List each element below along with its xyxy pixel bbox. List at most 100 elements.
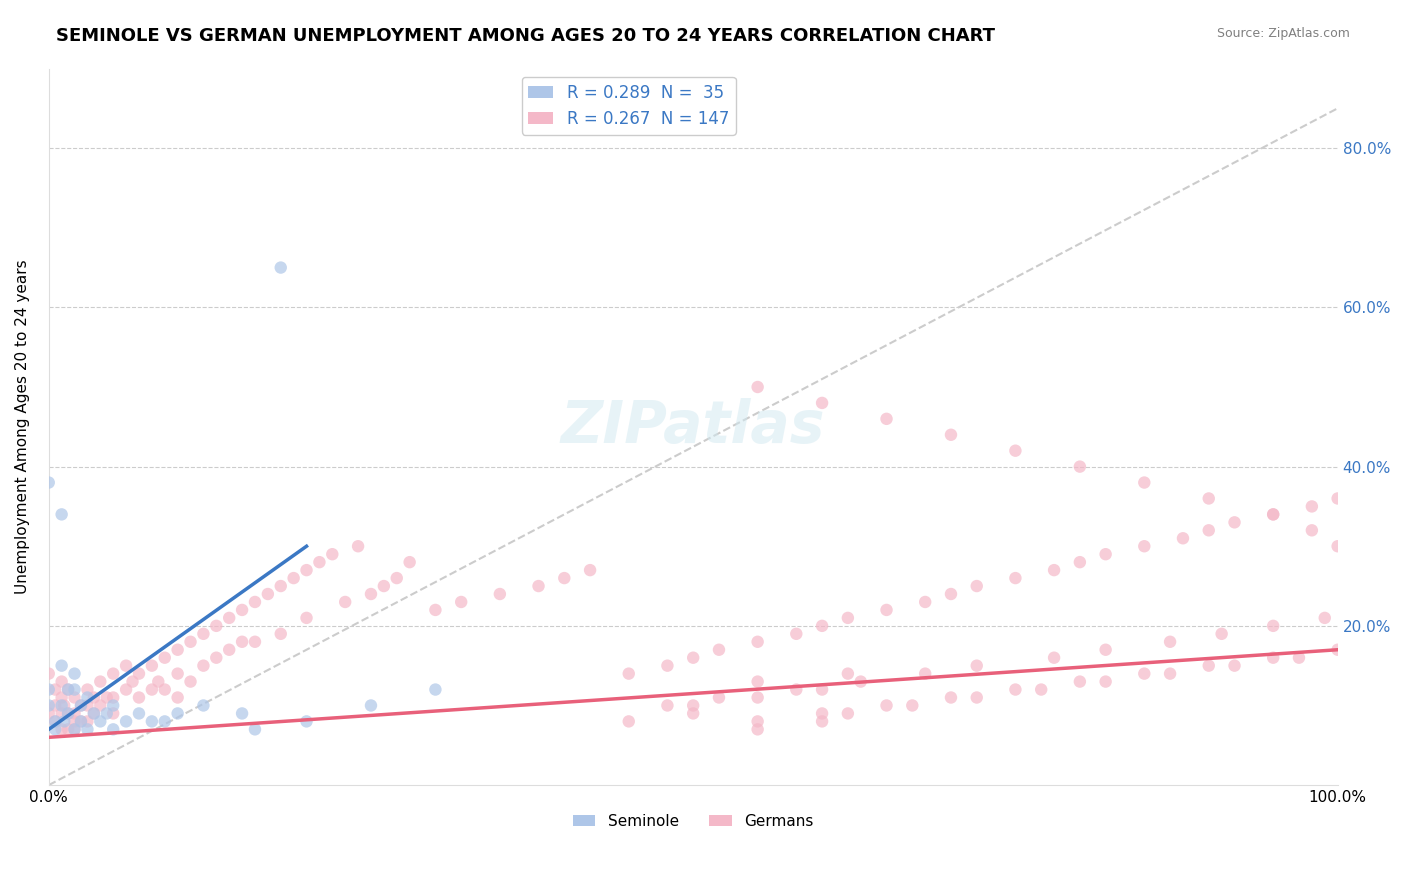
- Point: [231, 634, 253, 648]
- Point: [231, 603, 253, 617]
- Point: [1043, 563, 1066, 577]
- Point: [1069, 555, 1091, 569]
- Point: [1313, 611, 1336, 625]
- Point: [657, 658, 679, 673]
- Point: [876, 698, 898, 713]
- Point: [901, 698, 924, 713]
- Point: [579, 563, 602, 577]
- Point: [63, 714, 86, 729]
- Point: [76, 714, 98, 729]
- Point: [1133, 539, 1156, 553]
- Text: SEMINOLE VS GERMAN UNEMPLOYMENT AMONG AGES 20 TO 24 YEARS CORRELATION CHART: SEMINOLE VS GERMAN UNEMPLOYMENT AMONG AG…: [56, 27, 995, 45]
- Point: [153, 682, 176, 697]
- Point: [83, 690, 105, 705]
- Point: [617, 666, 640, 681]
- Point: [747, 714, 769, 729]
- Point: [876, 412, 898, 426]
- Point: [63, 706, 86, 721]
- Point: [527, 579, 550, 593]
- Point: [205, 650, 228, 665]
- Point: [837, 611, 859, 625]
- Point: [1094, 674, 1116, 689]
- Point: [617, 714, 640, 729]
- Text: Source: ZipAtlas.com: Source: ZipAtlas.com: [1216, 27, 1350, 40]
- Point: [70, 714, 93, 729]
- Point: [335, 595, 357, 609]
- Point: [837, 706, 859, 721]
- Point: [218, 611, 240, 625]
- Point: [270, 260, 292, 275]
- Point: [1094, 642, 1116, 657]
- Point: [1171, 531, 1194, 545]
- Point: [44, 714, 66, 729]
- Point: [193, 627, 215, 641]
- Point: [166, 666, 188, 681]
- Point: [76, 723, 98, 737]
- Point: [70, 714, 93, 729]
- Point: [914, 666, 936, 681]
- Point: [876, 603, 898, 617]
- Point: [1198, 524, 1220, 538]
- Point: [321, 547, 343, 561]
- Point: [121, 674, 143, 689]
- Point: [44, 714, 66, 729]
- Point: [1069, 459, 1091, 474]
- Point: [1326, 491, 1348, 506]
- Point: [153, 714, 176, 729]
- Point: [63, 723, 86, 737]
- Point: [38, 706, 60, 721]
- Point: [811, 706, 834, 721]
- Point: [56, 682, 79, 697]
- Point: [83, 706, 105, 721]
- Legend: Seminole, Germans: Seminole, Germans: [567, 807, 820, 835]
- Point: [115, 682, 138, 697]
- Point: [56, 706, 79, 721]
- Point: [128, 666, 150, 681]
- Point: [1004, 443, 1026, 458]
- Point: [849, 674, 872, 689]
- Point: [682, 698, 704, 713]
- Point: [51, 674, 73, 689]
- Point: [1133, 475, 1156, 490]
- Point: [295, 611, 318, 625]
- Point: [1094, 547, 1116, 561]
- Point: [51, 508, 73, 522]
- Point: [785, 627, 807, 641]
- Point: [747, 634, 769, 648]
- Text: ZIPatlas: ZIPatlas: [561, 399, 825, 455]
- Point: [103, 706, 125, 721]
- Point: [243, 634, 266, 648]
- Point: [707, 642, 730, 657]
- Point: [1198, 491, 1220, 506]
- Point: [1159, 666, 1181, 681]
- Point: [295, 714, 318, 729]
- Point: [44, 682, 66, 697]
- Point: [180, 634, 202, 648]
- Point: [38, 475, 60, 490]
- Point: [308, 555, 330, 569]
- Point: [51, 706, 73, 721]
- Point: [44, 698, 66, 713]
- Point: [747, 674, 769, 689]
- Point: [966, 658, 988, 673]
- Point: [347, 539, 370, 553]
- Point: [1288, 650, 1310, 665]
- Point: [63, 666, 86, 681]
- Point: [283, 571, 305, 585]
- Point: [44, 723, 66, 737]
- Point: [682, 706, 704, 721]
- Point: [38, 666, 60, 681]
- Point: [1004, 571, 1026, 585]
- Point: [89, 714, 111, 729]
- Point: [63, 723, 86, 737]
- Point: [257, 587, 280, 601]
- Point: [1263, 650, 1285, 665]
- Point: [1133, 666, 1156, 681]
- Point: [1004, 682, 1026, 697]
- Point: [70, 698, 93, 713]
- Point: [939, 427, 962, 442]
- Point: [939, 587, 962, 601]
- Point: [1159, 634, 1181, 648]
- Point: [811, 619, 834, 633]
- Point: [811, 682, 834, 697]
